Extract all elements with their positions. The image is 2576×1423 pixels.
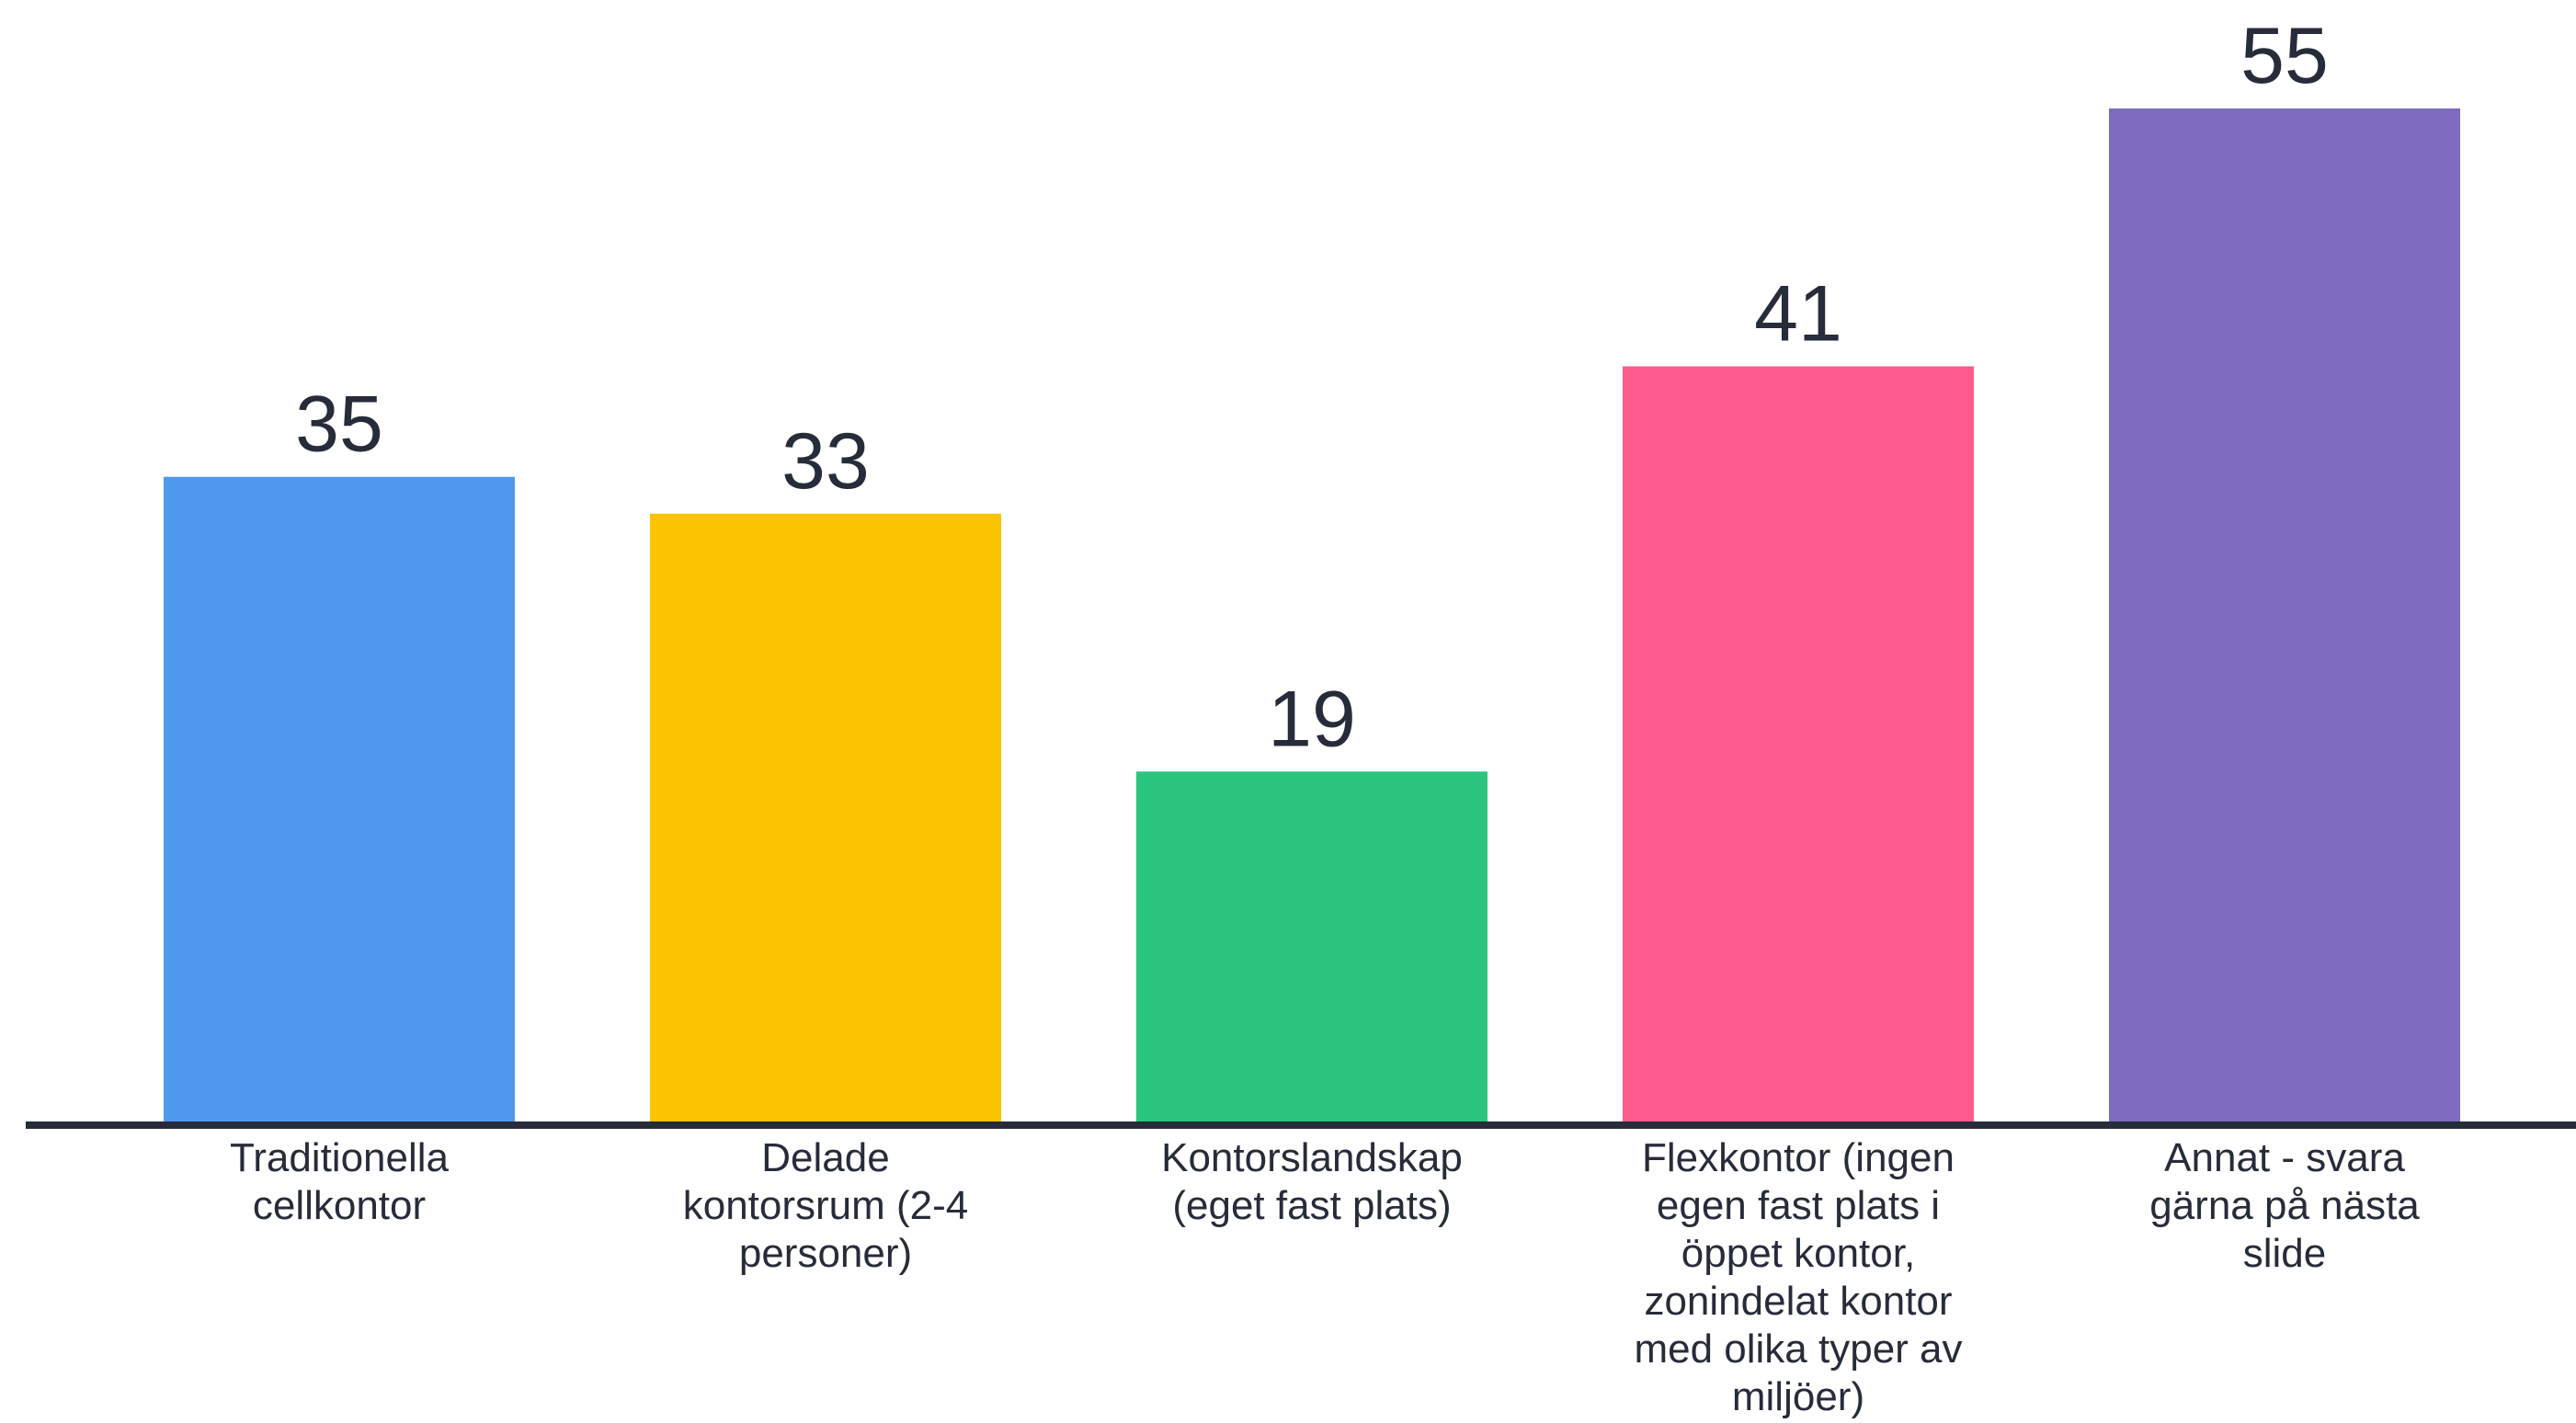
category-labels-group: Traditionella cellkontor Delade kontorsrum … [230,1135,2420,1419]
bar-value-label: 33 [781,417,870,506]
category-label: Annat - svara gärna på nästa slide [2149,1135,2420,1276]
category-label-line: Annat - svara [2164,1135,2405,1180]
category-label-line: zonindelat kontor [1644,1279,1952,1324]
category-label-line: med olika typer av [1634,1326,1962,1372]
category-label-line: (eget fast plats) [1172,1183,1451,1228]
category-label-line: Flexkontor (ingen [1642,1135,1955,1180]
category-label-line: cellkontor [253,1183,426,1228]
category-label: Flexkontor (ingen egen fast plats i öppet … [1634,1135,1962,1419]
bar-3 [1136,771,1487,1121]
bar-2 [650,513,1001,1121]
bar-5 [2109,108,2460,1121]
category-label-line: Traditionella [230,1135,450,1180]
category-label-line: egen fast plats i [1657,1183,1940,1228]
value-labels-group: 35 33 19 41 55 [295,12,2329,763]
category-label: Kontorslandskap (eget fast plats) [1161,1135,1463,1228]
category-label: Traditionella cellkontor [230,1135,450,1228]
bars-group [164,108,2460,1121]
category-label-line: slide [2243,1231,2327,1276]
category-label-line: öppet kontor, [1681,1231,1915,1276]
category-label-line: kontorsrum (2-4 [683,1183,969,1228]
bar-1 [164,476,515,1121]
category-label-line: personer) [739,1231,912,1276]
category-label: Delade kontorsrum (2-4 personer) [683,1135,969,1276]
bar-value-label: 35 [295,381,383,469]
bar-4 [1623,366,1974,1121]
bar-value-label: 41 [1754,270,1842,359]
category-label-line: gärna på nästa [2149,1183,2420,1228]
bar-value-label: 19 [1268,675,1356,763]
category-label-line: Kontorslandskap [1161,1135,1463,1180]
bar-value-label: 55 [2240,12,2329,100]
category-label-line: miljöer) [1732,1374,1864,1419]
category-label-line: Delade [761,1135,889,1180]
